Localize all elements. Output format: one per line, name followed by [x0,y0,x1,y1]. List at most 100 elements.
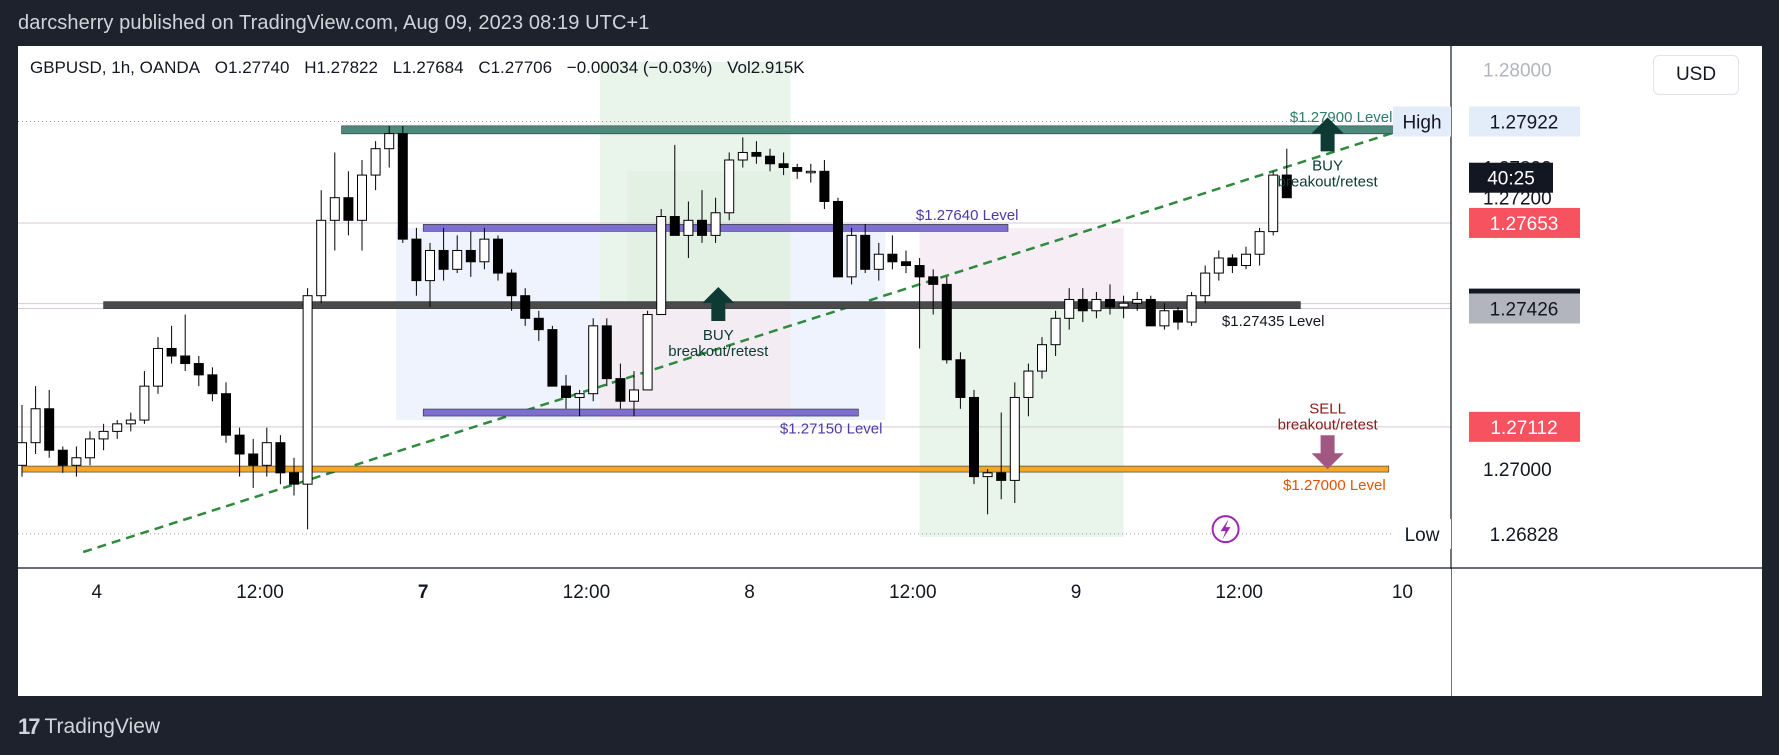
candle-body [710,212,721,236]
publisher-bar: darcsherry published on TradingView.com,… [0,0,1779,44]
candle-body [792,167,803,172]
candle-3 [57,446,68,473]
candle-body [98,430,109,440]
tradingview-logo-icon: 17 [18,714,41,739]
sell-arrow-icon [1311,435,1344,470]
candle-64 [887,235,898,270]
candle-60 [833,197,843,278]
candle-body [860,234,871,270]
candle-4 [71,446,82,477]
candle-body [261,442,272,466]
price-tag-text: Low [1405,525,1440,546]
candle-24 [343,171,354,236]
candle-body [18,442,27,466]
candle-35 [493,235,503,281]
candle-body [153,347,163,387]
candle-body [982,472,993,478]
candle-20 [289,457,299,496]
time-axis-bg [18,569,1451,696]
chart-panel[interactable]: $1.27900 Level $1.27640 Level $1.27435 Lev… [18,46,1762,696]
candle-body [1132,298,1143,304]
candle-body [1200,272,1211,297]
level-band-3 [422,408,859,417]
level-band-2 [103,301,1301,309]
x-tick-label-8: 10 [1392,582,1413,603]
candle-8 [125,412,136,432]
price-badge-4: 1.27426 [1469,293,1580,324]
currency-button[interactable]: USD [1653,55,1739,95]
x-tick-label-7: 12:00 [1215,582,1263,603]
candle-body [1213,257,1224,274]
candle-23 [329,152,340,251]
level-band-0 [341,125,1403,135]
candle-body [520,295,531,319]
candle-body [887,253,898,263]
annotation-subtitle: breakout/retest [668,343,769,360]
candle-body [669,216,680,236]
tradingview-logo[interactable]: 17 TradingView [18,714,160,740]
candle-77 [1064,288,1075,330]
candle-body [85,438,95,459]
candle-90 [1241,246,1251,270]
candle-body [384,133,395,150]
symbol-legend: GBPUSD, 1h, OANDA O1.27740 H1.27822 L1.2… [30,58,815,78]
candle-body [778,163,789,169]
candle-body [329,197,340,221]
candle-51 [710,197,721,243]
candle-12 [180,314,191,372]
candle-body [357,174,367,221]
candle-body [561,385,571,398]
price-badge-text: 1.27653 [1490,214,1559,235]
candle-50 [697,190,707,243]
price-badge-5: 1.27112 [1469,411,1580,442]
candle-body [833,200,843,278]
footer: 17 TradingView [0,700,1779,755]
price-tag-bg [1393,106,1451,137]
candle-body [506,272,517,297]
candle-body [30,408,41,444]
candle-75 [1037,337,1047,379]
candle-68 [941,276,952,364]
candle-79 [1091,291,1102,319]
candle-body [751,151,762,157]
candle-2 [44,389,55,458]
candle-14 [207,367,218,402]
candle-body [1268,174,1279,233]
candle-67 [928,269,939,315]
symbol-label[interactable]: GBPUSD, 1h, OANDA [30,58,201,77]
candlestick-chart[interactable]: $1.27900 Level $1.27640 Level $1.27435 Lev… [18,46,1762,696]
x-tick-label-2: 7 [418,582,429,603]
candle-body [1281,174,1292,199]
candle-body [1023,370,1034,398]
price-badge-bg [1469,162,1553,193]
candle-0 [18,405,27,477]
candle-body [139,385,150,421]
candle-52 [724,152,735,221]
candle-70 [969,389,979,485]
candle-body [1077,298,1088,312]
candle-body [601,325,612,380]
candle-body [289,472,299,485]
candle-body [1037,344,1047,372]
candle-26 [370,141,381,191]
candle-body [846,234,857,278]
candle-body [425,249,435,282]
buy-arrow-icon [702,287,735,321]
candle-body [221,393,231,436]
candle-87 [1200,265,1211,304]
x-tick-label-1: 12:00 [236,582,284,603]
candle-72 [996,412,1007,500]
candle-body [125,419,136,425]
price-tag-bg [1393,518,1451,549]
candle-31 [438,227,449,281]
price-badge-text: 1.26828 [1490,525,1559,546]
candle-body [1009,396,1020,481]
price-tag-text: High [1402,113,1441,134]
candle-38 [533,310,544,341]
level-label-3: $1.27150 Level [780,421,883,438]
candle-41 [574,389,585,417]
candle-body [479,238,490,263]
lightning-bolt [1220,519,1231,540]
candle-body [1173,310,1183,323]
candle-6 [98,423,109,451]
